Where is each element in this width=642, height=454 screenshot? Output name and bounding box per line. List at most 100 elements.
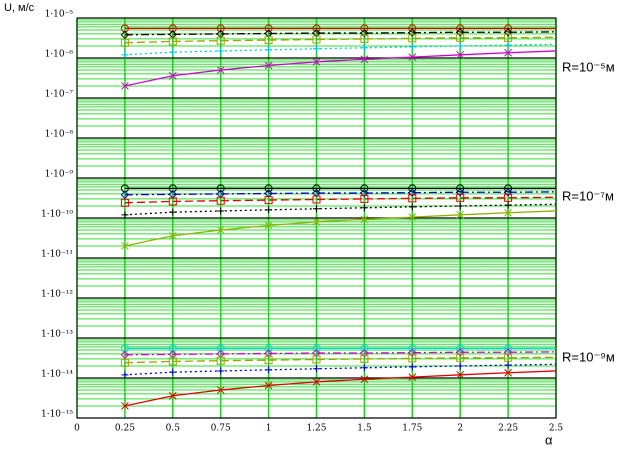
marker (217, 367, 225, 375)
series-line (124, 363, 557, 376)
marker (504, 33, 513, 42)
marker (264, 24, 273, 33)
marker (264, 344, 273, 353)
marker (503, 348, 513, 357)
annotation: R=10⁻⁵м (562, 59, 615, 74)
series-line (124, 191, 557, 196)
marker (360, 344, 369, 353)
marker (312, 344, 321, 353)
marker (168, 231, 177, 240)
marker (456, 50, 465, 59)
marker (455, 28, 465, 37)
marker (408, 373, 417, 382)
y-axis-label: U, м/с (4, 2, 35, 14)
marker (168, 184, 177, 193)
marker (216, 386, 225, 394)
marker (504, 201, 512, 209)
y-tick-label: 1·10⁻⁹ (45, 170, 74, 180)
x-tick-label: 2 (457, 424, 463, 434)
marker (360, 28, 369, 38)
marker (264, 36, 273, 45)
marker (408, 43, 416, 51)
marker (216, 226, 225, 234)
series-line (124, 43, 557, 56)
marker (360, 184, 369, 193)
marker (168, 357, 177, 366)
marker (504, 353, 513, 362)
marker (408, 188, 417, 197)
marker (360, 375, 369, 384)
series-line (124, 31, 557, 36)
marker (121, 211, 129, 219)
marker (312, 35, 321, 44)
marker (216, 196, 225, 205)
marker (169, 368, 177, 376)
marker (169, 48, 177, 56)
marker (121, 51, 129, 59)
marker (408, 348, 417, 357)
marker (120, 350, 130, 360)
y-tick-label: 1·10⁻¹² (41, 290, 73, 300)
marker (265, 366, 273, 374)
marker (217, 47, 225, 55)
marker (168, 24, 177, 33)
marker (504, 344, 513, 353)
y-tick-label: 1·10⁻¹⁵ (41, 410, 73, 420)
y-tick-label: 1·10⁻⁸ (45, 130, 74, 140)
marker (360, 204, 368, 212)
marker (312, 218, 321, 226)
marker (360, 188, 369, 198)
marker (312, 184, 321, 193)
marker (504, 193, 513, 202)
marker (456, 184, 465, 193)
marker (168, 37, 177, 46)
marker (216, 356, 225, 365)
marker (312, 355, 321, 364)
marker (408, 194, 417, 203)
y-tick-label: 1·10⁻⁶ (45, 50, 74, 60)
x-axis-label: α (545, 432, 553, 447)
marker (455, 188, 465, 197)
marker (408, 354, 417, 363)
marker (360, 348, 369, 358)
marker (504, 24, 513, 33)
marker (120, 30, 130, 40)
annotation: R=10⁻⁹м (562, 349, 615, 364)
marker (456, 362, 464, 370)
y-tick-label: 1·10⁻⁵ (45, 10, 74, 20)
marker (264, 356, 273, 365)
marker (312, 28, 321, 38)
marker (408, 203, 416, 211)
marker (264, 61, 273, 70)
marker (456, 42, 464, 50)
marker (360, 24, 369, 33)
marker (313, 45, 320, 53)
marker (121, 242, 129, 250)
x-tick-label: 0.25 (115, 424, 135, 434)
annotation: R=10⁻⁷м (562, 188, 614, 203)
marker (216, 66, 225, 74)
marker (504, 41, 512, 49)
marker (408, 53, 417, 62)
marker (264, 196, 273, 205)
x-tick-label: 1.75 (402, 424, 422, 434)
marker (216, 24, 225, 33)
marker (313, 205, 320, 213)
y-tick-label: 1·10⁻⁷ (45, 90, 74, 100)
x-tick-label: 2.25 (498, 424, 518, 434)
marker (360, 44, 368, 52)
marker (456, 370, 465, 379)
marker (408, 28, 417, 37)
marker (121, 82, 129, 90)
x-tick-label: 0 (74, 424, 80, 434)
marker (360, 215, 369, 224)
marker (408, 34, 417, 43)
x-tick-label: 2.5 (549, 424, 564, 434)
marker (121, 371, 129, 379)
marker (312, 188, 321, 198)
y-tick-label: 1·10⁻¹⁰ (41, 210, 73, 220)
marker (168, 71, 177, 80)
marker (265, 206, 273, 214)
